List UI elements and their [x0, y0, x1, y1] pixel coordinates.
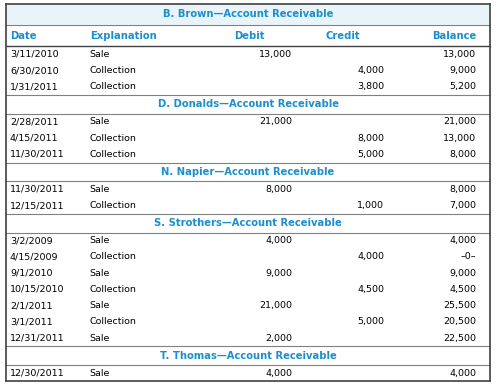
- Text: 3/1/2011: 3/1/2011: [10, 317, 53, 326]
- Text: 8,000: 8,000: [449, 185, 476, 194]
- Text: 12/15/2011: 12/15/2011: [10, 201, 64, 210]
- Text: 3/11/2010: 3/11/2010: [10, 50, 59, 59]
- Text: Collection: Collection: [90, 82, 137, 91]
- Text: Date: Date: [10, 31, 36, 41]
- Text: 5,000: 5,000: [358, 150, 384, 159]
- Text: 13,000: 13,000: [259, 50, 293, 59]
- Text: 4/15/2011: 4/15/2011: [10, 134, 59, 142]
- Text: 4,000: 4,000: [265, 368, 293, 378]
- Text: Sale: Sale: [90, 236, 110, 245]
- Text: –0–: –0–: [461, 253, 476, 261]
- Text: Sale: Sale: [90, 185, 110, 194]
- Text: 25,500: 25,500: [443, 301, 476, 310]
- Text: 4,000: 4,000: [449, 236, 476, 245]
- Text: 3,800: 3,800: [357, 82, 384, 91]
- Text: 9,000: 9,000: [449, 66, 476, 75]
- Text: Debit: Debit: [234, 31, 264, 41]
- Text: 4,500: 4,500: [449, 285, 476, 294]
- Text: 21,000: 21,000: [443, 117, 476, 126]
- Text: 9/1/2010: 9/1/2010: [10, 269, 53, 278]
- Text: 10/15/2010: 10/15/2010: [10, 285, 64, 294]
- Text: Explanation: Explanation: [90, 31, 157, 41]
- Text: B. Brown—Account Receivable: B. Brown—Account Receivable: [163, 9, 333, 19]
- Text: 12/30/2011: 12/30/2011: [10, 368, 64, 378]
- Text: Sale: Sale: [90, 368, 110, 378]
- Text: 5,200: 5,200: [449, 82, 476, 91]
- Text: 8,000: 8,000: [358, 134, 384, 142]
- Text: 1,000: 1,000: [358, 201, 384, 210]
- Text: 12/31/2011: 12/31/2011: [10, 334, 64, 343]
- Text: Collection: Collection: [90, 253, 137, 261]
- Text: 1/31/2011: 1/31/2011: [10, 82, 59, 91]
- Text: 5,000: 5,000: [358, 317, 384, 326]
- Text: 4,000: 4,000: [449, 368, 476, 378]
- Text: Collection: Collection: [90, 66, 137, 75]
- Text: 8,000: 8,000: [265, 185, 293, 194]
- Text: 4,500: 4,500: [358, 285, 384, 294]
- Text: 6/30/2010: 6/30/2010: [10, 66, 59, 75]
- Text: Sale: Sale: [90, 301, 110, 310]
- Text: Collection: Collection: [90, 134, 137, 142]
- Text: 4,000: 4,000: [358, 253, 384, 261]
- Text: 3/2/2009: 3/2/2009: [10, 236, 53, 245]
- Text: 4/15/2009: 4/15/2009: [10, 253, 59, 261]
- Text: 9,000: 9,000: [449, 269, 476, 278]
- Text: 13,000: 13,000: [443, 134, 476, 142]
- Text: Credit: Credit: [325, 31, 360, 41]
- Text: Sale: Sale: [90, 117, 110, 126]
- Text: 20,500: 20,500: [443, 317, 476, 326]
- Text: T. Thomas—Account Receivable: T. Thomas—Account Receivable: [160, 351, 336, 361]
- Text: 21,000: 21,000: [259, 117, 293, 126]
- Text: N. Napier—Account Receivable: N. Napier—Account Receivable: [161, 167, 335, 177]
- Text: 2/28/2011: 2/28/2011: [10, 117, 59, 126]
- Text: 22,500: 22,500: [443, 334, 476, 343]
- Text: Sale: Sale: [90, 50, 110, 59]
- Text: Collection: Collection: [90, 150, 137, 159]
- Text: Collection: Collection: [90, 317, 137, 326]
- Text: 13,000: 13,000: [443, 50, 476, 59]
- Text: D. Donalds—Account Receivable: D. Donalds—Account Receivable: [158, 99, 338, 109]
- Text: 2,000: 2,000: [265, 334, 293, 343]
- Text: 21,000: 21,000: [259, 301, 293, 310]
- Text: 8,000: 8,000: [449, 150, 476, 159]
- Text: 2/1/2011: 2/1/2011: [10, 301, 53, 310]
- Text: 7,000: 7,000: [449, 201, 476, 210]
- Text: Collection: Collection: [90, 285, 137, 294]
- Text: Collection: Collection: [90, 201, 137, 210]
- Text: Balance: Balance: [432, 31, 476, 41]
- Text: S. Strothers—Account Receivable: S. Strothers—Account Receivable: [154, 218, 342, 228]
- Text: Sale: Sale: [90, 269, 110, 278]
- Text: 4,000: 4,000: [358, 66, 384, 75]
- Text: 9,000: 9,000: [265, 269, 293, 278]
- Text: 4,000: 4,000: [265, 236, 293, 245]
- Text: 11/30/2011: 11/30/2011: [10, 185, 64, 194]
- Text: 11/30/2011: 11/30/2011: [10, 150, 64, 159]
- Text: Sale: Sale: [90, 334, 110, 343]
